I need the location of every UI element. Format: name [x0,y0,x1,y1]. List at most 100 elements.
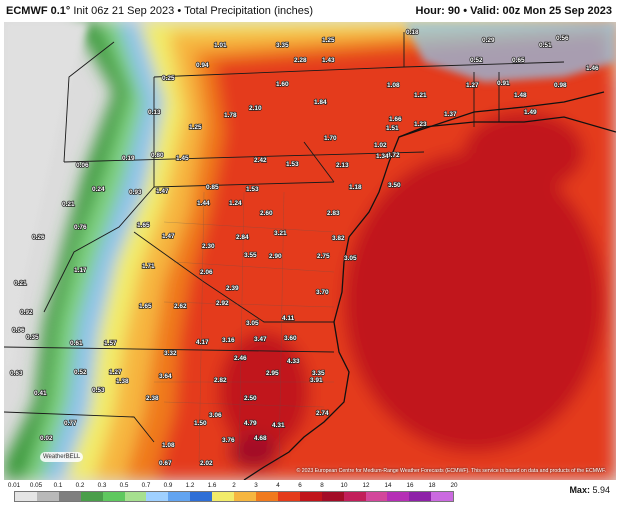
legend-swatch [212,492,235,501]
precip-value-label: 0.80 [151,152,164,159]
legend-tick-label: 18 [428,482,436,489]
precip-value-label: 1.23 [414,121,427,128]
dry-regions [4,22,616,382]
max-value-display: Max: 5.94 [569,485,610,495]
precip-value-label: 1.65 [137,222,150,229]
precip-value-label: 2.75 [317,253,330,260]
precipitation-map: 0.18 0.29 0.51 0.56 1.01 3.35 1.25 1.43 2.28 1.08… [4,22,616,480]
legend-swatch [321,492,344,501]
precip-value-label: 0.51 [539,42,552,49]
precip-value-label: 1.70 [324,135,337,142]
legend-tick-label: 1.2 [185,482,195,489]
precip-value-label: 0.63 [10,370,23,377]
ecmwf-credit: © 2023 European Centre for Medium-Range … [296,468,606,474]
precip-value-label: 2.39 [226,285,239,292]
precip-value-label: 3.35 [312,370,325,377]
precip-value-label: 1.37 [444,111,457,118]
legend-tick-label: 2 [232,482,236,489]
precip-value-label: 0.85 [206,184,219,191]
precip-value-label: 1.02 [374,142,387,149]
precip-value-label: 0.21 [62,201,75,208]
precip-value-label: 0.93 [129,189,142,196]
legend-tick-label: 0.2 [75,482,85,489]
legend-tick-label: 3 [254,482,258,489]
legend-tick-label: 0.05 [29,482,43,489]
precip-value-label: 1.57 [104,340,117,347]
legend-tick-label: 14 [384,482,392,489]
precip-value-label: 1.50 [194,420,207,427]
precip-value-label: 0.92 [20,309,33,316]
precip-value-label: 2.30 [202,243,215,250]
precip-value-label: 3.55 [244,252,257,259]
legend-color-bar [14,491,454,502]
map-title: ECMWF 0.1° Init 06z 21 Sep 2023 • Total … [6,5,313,17]
precip-value-label: 2.06 [200,269,213,276]
precip-value-label: 1.25 [322,37,335,44]
precip-value-label: 0.76 [74,224,87,231]
precip-value-label: 1.47 [156,188,169,195]
legend-swatch [431,492,454,501]
precip-value-label: 1.34 [376,153,389,160]
precip-value-label: 1.38 [116,378,129,385]
legend-tick-label: 16 [406,482,414,489]
precip-value-label: 3.35 [276,42,289,49]
legend-tick-label: 0.7 [141,482,151,489]
precip-value-label: 2.83 [327,210,340,217]
precip-value-label: 3.91 [310,377,323,384]
precip-value-label: 1.60 [276,81,289,88]
precip-value-label: 0.77 [64,420,77,427]
product-name: Total Precipitation (inches) [184,5,314,17]
precip-value-label: 0.18 [406,29,419,36]
legend-ticks: 0.01 0.05 0.1 0.2 0.3 0.5 0.7 0.9 1.2 1.6 2 3 4 6 8 10 1… [8,482,458,491]
precip-value-label: 0.35 [26,334,39,341]
precip-value-label: 0.41 [34,390,47,397]
precip-value-label: 0.56 [556,35,569,42]
precip-value-label: 2.74 [316,410,329,417]
precip-value-label: 1.17 [74,267,87,274]
precip-value-label: 2.92 [216,300,229,307]
legend-tick-label: 20 [450,482,458,489]
precip-value-label: 2.28 [294,57,307,64]
precip-value-label: 1.08 [162,442,175,449]
precip-value-label: 1.25 [189,124,202,131]
precip-value-label: 0.02 [40,435,53,442]
legend-swatch [15,492,37,501]
precip-value-label: 2.38 [146,395,159,402]
precip-value-label: 0.21 [14,280,27,287]
legend-swatch [387,492,410,501]
precip-value-label: 1.71 [142,263,155,270]
precip-value-label: 0.67 [159,460,172,467]
precip-value-label: 2.95 [266,370,279,377]
precip-value-label: 4.31 [272,422,285,429]
precip-value-label: 4.79 [244,420,257,427]
title-separator-2: • [463,5,468,17]
valid-label: Valid: [470,5,500,17]
precip-value-label: 4.11 [282,315,295,322]
legend-swatch [409,492,432,501]
legend-swatch [234,492,256,501]
map-header: ECMWF 0.1° Init 06z 21 Sep 2023 • Total … [0,0,620,22]
precip-value-label: 1.46 [586,65,599,72]
precip-value-label: 0.52 [470,57,483,64]
precip-value-label: 3.72 [387,152,400,159]
precip-value-label: 3.82 [332,235,345,242]
precip-value-label: 2.13 [336,162,349,169]
legend-tick-label: 8 [320,482,324,489]
precip-value-label: 1.18 [349,184,362,191]
precip-value-label: 2.10 [249,105,262,112]
map-canvas: 0.18 0.29 0.51 0.56 1.01 3.35 1.25 1.43 2.28 1.08… [4,22,616,480]
precip-value-label: 4.68 [254,435,267,442]
precip-value-label: 0.53 [92,387,105,394]
precip-value-label: 3.06 [209,412,222,419]
precip-value-label: 1.27 [109,369,122,376]
precip-value-label: 1.53 [246,186,259,193]
precip-value-label: 1.45 [176,155,189,162]
precip-value-label: 3.60 [284,335,297,342]
valid-value: 00z Mon 25 Sep 2023 [502,5,612,17]
precip-value-label: 0.06 [76,162,89,169]
legend-swatch [343,492,366,501]
precip-value-label: 1.27 [466,82,479,89]
legend-swatch [124,492,147,501]
precip-value-label: 1.49 [524,109,537,116]
color-legend: 0.01 0.05 0.1 0.2 0.3 0.5 0.7 0.9 1.2 1.6 2 3 4 6 8 10 1… [8,482,458,508]
